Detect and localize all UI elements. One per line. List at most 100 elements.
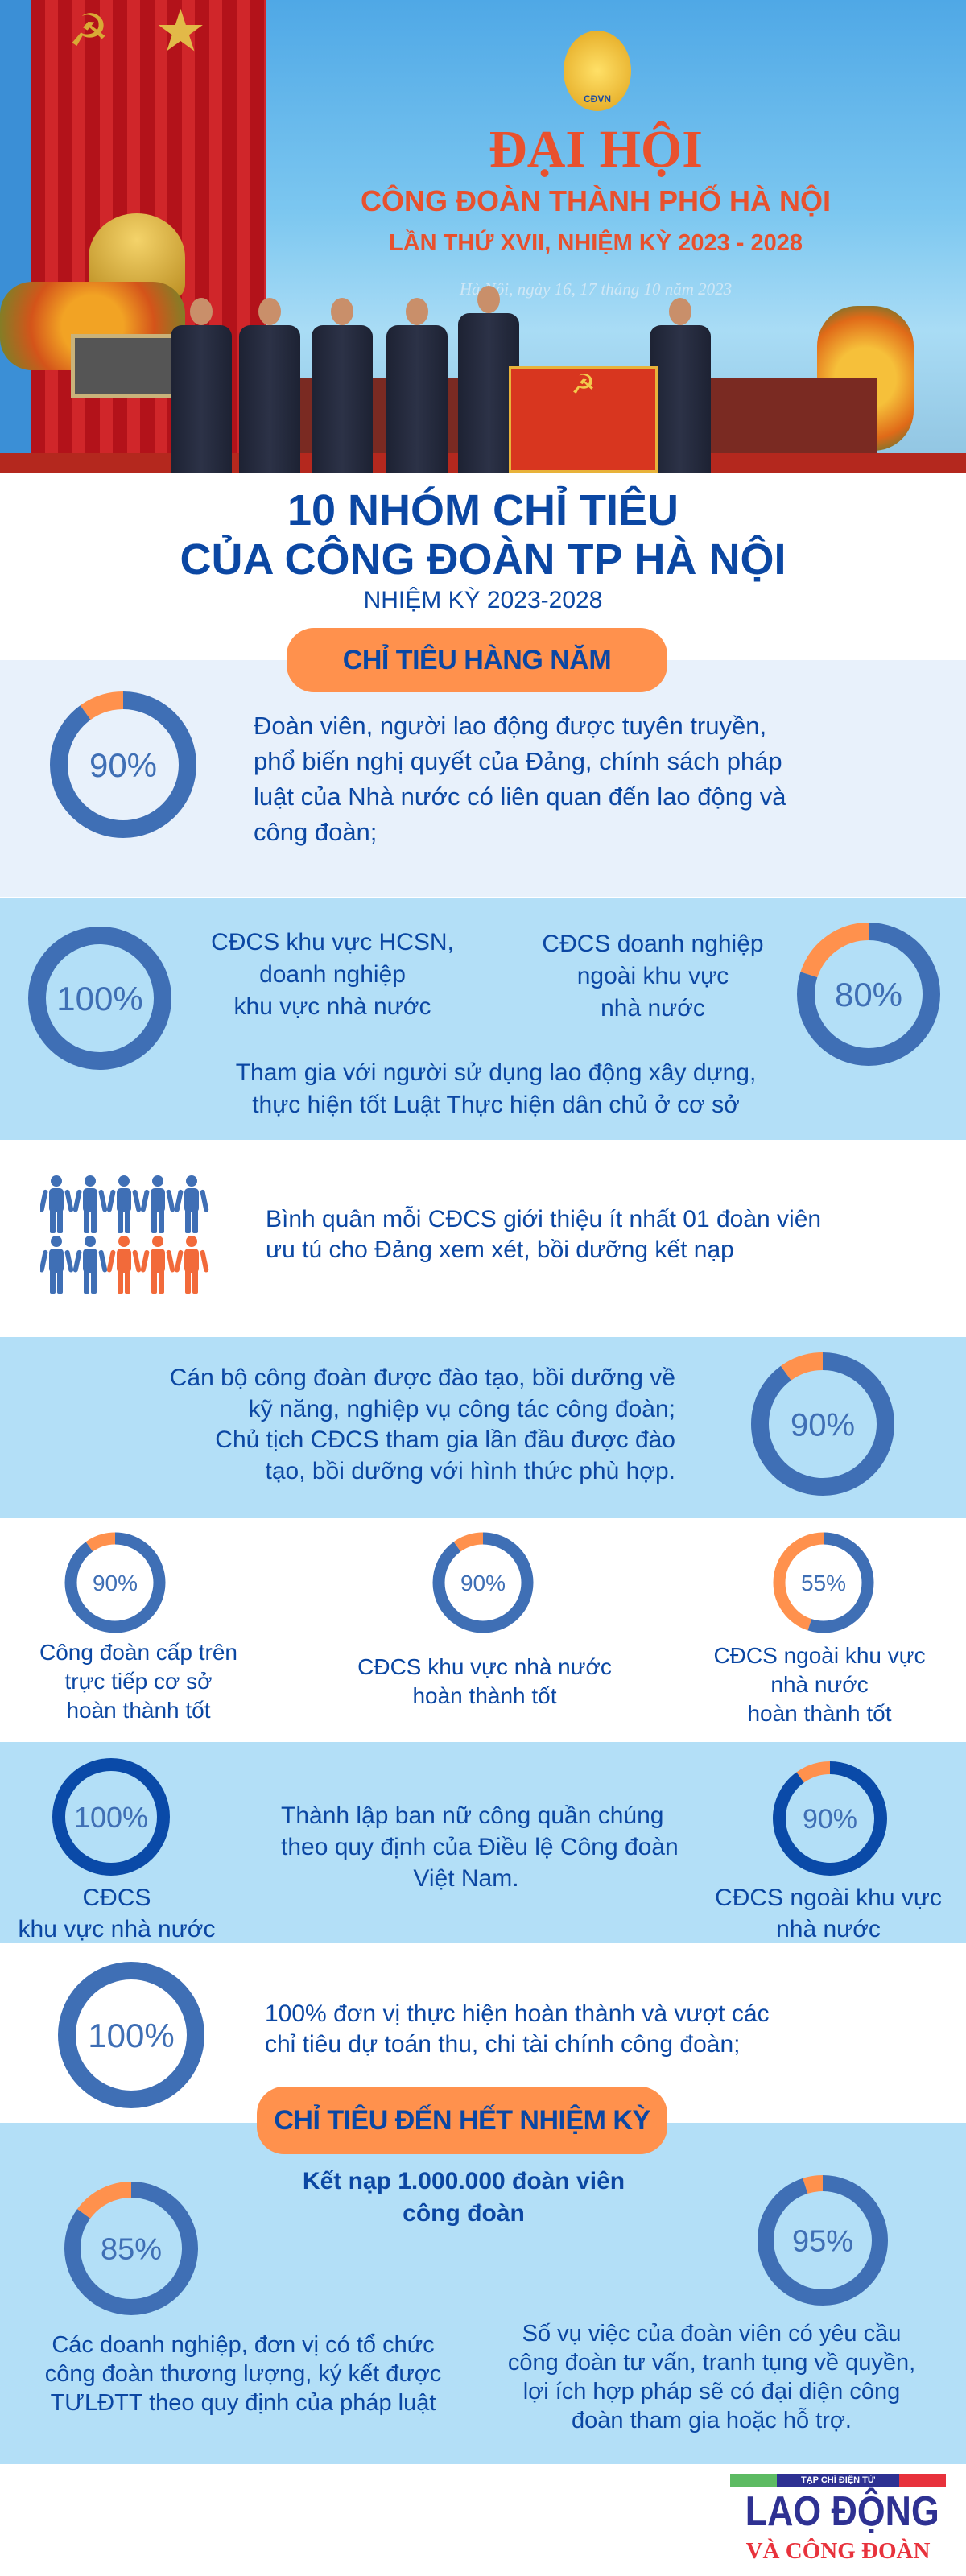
legal-support-text: Số vụ việc của đoàn viên có yêu cầu công… <box>470 2319 953 2435</box>
ring-value-arc <box>28 927 171 1070</box>
text-line: Số vụ việc của đoàn viên có yêu cầu <box>522 2321 902 2347</box>
progress-ring: 90% <box>427 1526 539 1643</box>
page-title: 10 NHÓM CHỈ TIÊU CỦA CÔNG ĐOÀN TP HÀ NỘI <box>0 486 966 584</box>
ring-value-arc <box>50 691 196 838</box>
ring-value-label: 90% <box>460 1571 506 1596</box>
text-line: Đoàn viên, người lao động được tuyên tru… <box>254 712 767 740</box>
ring-value-label: 100% <box>88 2017 174 2054</box>
delegate-figure <box>239 298 300 473</box>
photo-frame <box>71 334 175 398</box>
term-end-label: CHỈ TIÊU ĐẾN HẾT NHIỆM KỲ <box>257 2087 667 2154</box>
annual-targets-label: CHỈ TIÊU HÀNG NĂM <box>287 628 667 692</box>
women-non-state-text: CĐCS ngoài khu vực nhà nước <box>691 1882 965 1945</box>
ring-value-label: 100% <box>56 980 142 1018</box>
women-state-text: CĐCS khu vực nhà nước <box>0 1882 233 1945</box>
person-icon <box>106 1175 142 1233</box>
progress-ring: 90% <box>742 1344 903 1509</box>
text-line: phổ biến nghị quyết của Đảng, chính sách… <box>254 747 782 775</box>
banner-headline: ĐẠI HỘI <box>489 120 703 179</box>
training-text: Cán bộ công đoàn được đào tạo, bồi dưỡng… <box>80 1363 675 1487</box>
text-line: đoàn tham gia hoặc hỗ trợ. <box>572 2408 852 2434</box>
lao-dong-logo[interactable]: TẠP CHÍ ĐIỆN TỬ LAO ĐỘNG VÀ CÔNG ĐOÀN <box>730 2474 946 2569</box>
text-line: Bình quân mỗi CĐCS giới thiệu ít nhất 01… <box>266 1206 822 1232</box>
ring-value-arc <box>432 1532 534 1633</box>
text-line: TƯLĐTT theo quy định của pháp luật <box>50 2390 436 2416</box>
democracy-text: Tham gia với người sử dụng lao động xây … <box>174 1057 818 1121</box>
ring-value-arc <box>64 1532 166 1633</box>
text-line: kỹ năng, nghiệp vụ công tác công đoàn; <box>248 1395 675 1422</box>
upper-union-text: Công đoàn cấp trên trực tiếp cơ sở hoàn … <box>10 1638 267 1725</box>
non-state-sector-text: CĐCS ngoài khu vực nhà nước hoàn thành t… <box>675 1641 964 1728</box>
ring-value-arc <box>773 1761 887 1876</box>
text-line: hoàn thành tốt <box>66 1698 211 1723</box>
text-line: Cán bộ công đoàn được đào tạo, bồi dưỡng… <box>169 1364 675 1391</box>
text-line: công đoàn <box>402 2200 525 2227</box>
ring-value-label: 100% <box>74 1801 148 1834</box>
red-curtain <box>0 0 31 473</box>
person-icon <box>40 1175 74 1233</box>
text-line: hoàn thành tốt <box>412 1683 557 1708</box>
text-line: Chủ tịch CĐCS tham gia lần đầu được đào <box>215 1426 675 1453</box>
text-line: chỉ tiêu dự toán thu, chi tài chính công… <box>265 2031 741 2058</box>
text-line: hoàn thành tốt <box>747 1701 892 1726</box>
women-committee-text: Thành lập ban nữ công quần chúng theo qu… <box>281 1800 679 1894</box>
text-line: lợi ích hợp pháp sẽ có đại diện công <box>522 2379 901 2405</box>
party-referral-text: Bình quân mỗi CĐCS giới thiệu ít nhất 01… <box>266 1204 821 1265</box>
section-propaganda <box>0 660 966 897</box>
text-line: nhà nước <box>601 995 705 1022</box>
text-line: khu vực nhà nước <box>18 1916 216 1942</box>
delegate-figure <box>650 298 711 473</box>
text-line: Công đoàn cấp trên <box>39 1640 237 1665</box>
progress-ring: 90% <box>766 1755 894 1886</box>
state-sector-text: CĐCS khu vực nhà nước hoàn thành tốt <box>340 1653 630 1711</box>
text-line: CĐCS ngoài khu vực <box>715 1885 942 1911</box>
person-icon <box>174 1236 209 1294</box>
banner-term: LẦN THỨ XVII, NHIỆM KỲ 2023 - 2028 <box>389 230 803 256</box>
banner-org: CÔNG ĐOÀN THÀNH PHỐ HÀ NỘI <box>361 184 831 217</box>
propaganda-text: Đoàn viên, người lao động được tuyên tru… <box>254 708 786 850</box>
person-icon <box>140 1236 175 1294</box>
ring-value-arc <box>758 2175 888 2306</box>
text-line: công đoàn; <box>254 818 378 846</box>
ring-value-arc <box>797 923 940 1066</box>
text-line: theo quy định của Điều lệ Công đoàn <box>281 1834 679 1860</box>
hammer-sickle-icon: ☭ <box>68 5 109 56</box>
person-icon <box>174 1175 209 1233</box>
ring-value-arc <box>58 1962 204 2108</box>
private-sector-text: CĐCS doanh nghiệp ngoài khu vực nhà nước <box>508 928 798 1025</box>
progress-ring: 90% <box>41 683 205 851</box>
ring-value-label: 80% <box>835 976 902 1013</box>
ring-value-arc <box>773 1532 874 1633</box>
progress-ring: 95% <box>749 2167 896 2318</box>
union-emblem: CĐVN <box>564 31 631 111</box>
progress-ring: 100% <box>46 1752 176 1886</box>
progress-ring: 55% <box>767 1526 880 1643</box>
ring-value-label: 85% <box>101 2233 162 2267</box>
page-subtitle: NHIỆM KỲ 2023-2028 <box>363 587 603 613</box>
person-icon <box>72 1175 108 1233</box>
text-line: Kết nạp 1.000.000 đoàn viên <box>302 2168 625 2194</box>
text-line: Tham gia với người sử dụng lao động xây … <box>235 1059 757 1086</box>
progress-ring: 85% <box>56 2174 206 2327</box>
delegate-figure <box>171 298 232 473</box>
ring-value-arc <box>52 1758 170 1876</box>
ring-value-label: 55% <box>801 1571 846 1596</box>
finance-text: 100% đơn vị thực hiện hoàn thành và vượt… <box>265 1999 770 2060</box>
ring-value-label: 90% <box>93 1571 138 1596</box>
person-icon <box>72 1236 108 1294</box>
text-line: doanh nghiệp <box>259 961 406 988</box>
text-line: công đoàn tư vấn, tranh tụng về quyền, <box>507 2350 916 2376</box>
title-line-1: 10 NHÓM CHỈ TIÊU <box>287 486 679 535</box>
emblem-text: CĐVN <box>583 93 611 105</box>
people-group-icon <box>40 1175 209 1294</box>
text-line: trực tiếp cơ sở <box>64 1669 213 1694</box>
ring-value-label: 90% <box>791 1407 855 1443</box>
text-line: ngoài khu vực <box>576 963 729 989</box>
title-line-2: CỦA CÔNG ĐOÀN TP HÀ NỘI <box>180 535 786 584</box>
text-line: CĐCS doanh nghiệp <box>542 931 764 957</box>
text-line: CĐCS khu vực HCSN, <box>211 929 454 956</box>
banner-date: Hà Nội, ngày 16, 17 tháng 10 năm 2023 <box>459 279 733 299</box>
text-line: khu vực nhà nước <box>233 993 431 1020</box>
text-line: 100% đơn vị thực hiện hoàn thành và vượt… <box>265 2000 770 2027</box>
text-line: luật của Nhà nước có liên quan đến lao đ… <box>254 782 786 811</box>
